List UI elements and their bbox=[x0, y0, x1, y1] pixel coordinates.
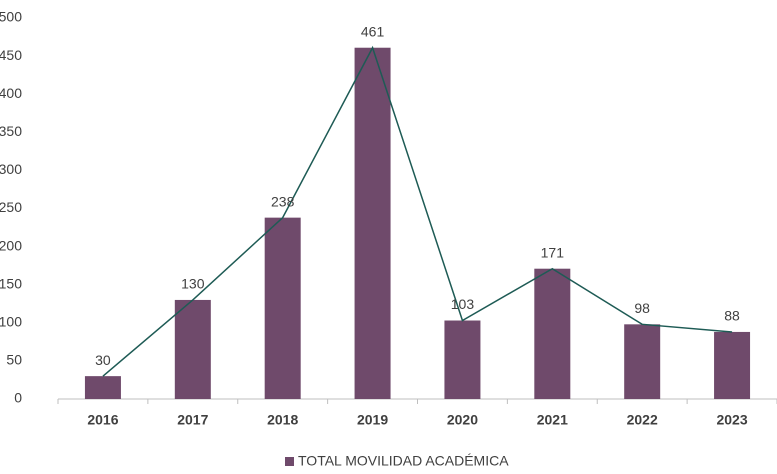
value-label: 171 bbox=[541, 244, 565, 260]
x-tick-label: 2019 bbox=[357, 412, 388, 428]
bar bbox=[354, 47, 391, 400]
value-label: 130 bbox=[181, 276, 205, 292]
y-tick-label: 400 bbox=[0, 85, 22, 101]
trend-line bbox=[102, 45, 733, 377]
value-label: 30 bbox=[95, 352, 111, 368]
bar bbox=[534, 268, 571, 399]
value-label: 103 bbox=[451, 296, 475, 312]
y-tick-label: 350 bbox=[0, 123, 22, 139]
bar bbox=[714, 331, 751, 399]
value-label: 98 bbox=[634, 300, 650, 316]
value-label: 88 bbox=[724, 308, 740, 324]
x-tick-label: 2018 bbox=[267, 412, 298, 428]
value-label: 238 bbox=[271, 193, 295, 209]
y-tick-label: 50 bbox=[6, 352, 22, 368]
y-tick-label: 150 bbox=[0, 275, 22, 291]
x-tick-label: 2016 bbox=[87, 412, 118, 428]
legend-label: TOTAL MOVILIDAD ACADÉMICA bbox=[298, 453, 509, 469]
y-tick-label: 200 bbox=[0, 237, 22, 253]
y-tick-label: 0 bbox=[14, 390, 22, 406]
y-tick-label: 500 bbox=[0, 9, 22, 25]
y-tick-label: 250 bbox=[0, 199, 22, 215]
value-label: 461 bbox=[361, 23, 385, 39]
x-tick-label: 2022 bbox=[627, 412, 658, 428]
x-tick-label: 2017 bbox=[177, 412, 208, 428]
bar bbox=[624, 324, 661, 399]
y-tick-label: 450 bbox=[0, 47, 22, 63]
y-tick-label: 300 bbox=[0, 161, 22, 177]
y-tick-label: 100 bbox=[0, 314, 22, 330]
x-tick-label: 2021 bbox=[537, 412, 568, 428]
bar bbox=[264, 217, 301, 399]
bar bbox=[174, 299, 211, 399]
legend-swatch bbox=[285, 457, 294, 466]
x-tick-label: 2020 bbox=[447, 412, 478, 428]
bar bbox=[444, 320, 481, 399]
bar bbox=[84, 376, 121, 399]
x-tick-label: 2023 bbox=[716, 412, 747, 428]
